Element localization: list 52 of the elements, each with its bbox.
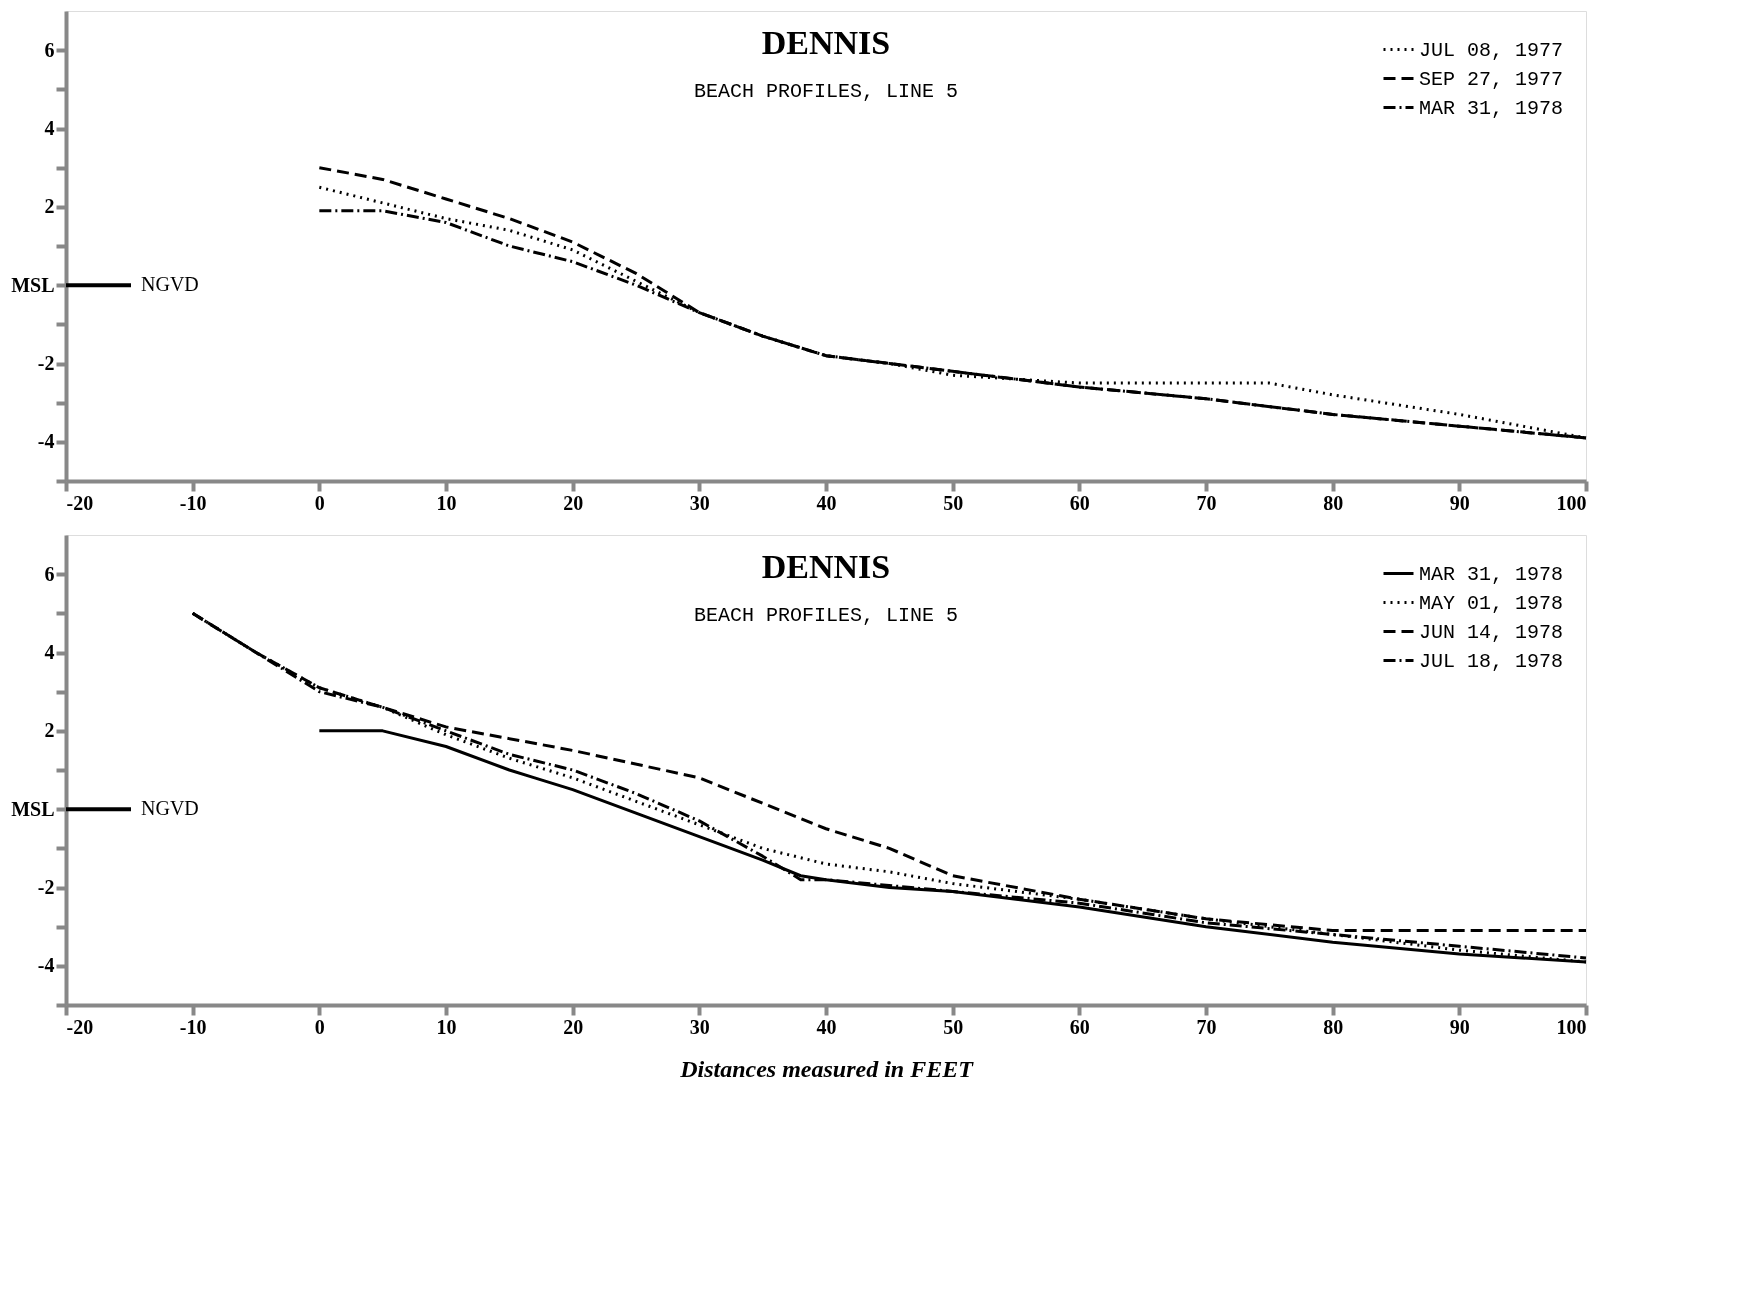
y-tick-label: 4 [44, 117, 55, 139]
chart-title: DENNIS [761, 548, 891, 585]
x-tick-label: 70 [1196, 1015, 1217, 1038]
legend-label: JUL 08, 1977 [1419, 38, 1564, 62]
x-tick-label: 80 [1323, 1015, 1344, 1038]
x-tick-label: 90 [1449, 1015, 1470, 1038]
y-tick-label: -4 [37, 954, 55, 977]
legend-label: JUL 18, 1978 [1419, 649, 1564, 673]
y-tick-label: -4 [37, 430, 55, 453]
chart-title: DENNIS [761, 24, 891, 61]
y-tick-label: 6 [44, 38, 55, 61]
x-tick-label: 60 [1069, 1015, 1090, 1038]
text: BEACH PROFILES, LINE 5 [693, 80, 959, 103]
x-tick-label: 0 [314, 491, 325, 514]
x-tick-label: 90 [1449, 491, 1470, 514]
x-tick-label: 10 [436, 491, 457, 514]
x-axis-title: Distances measured in FEET [679, 1055, 975, 1082]
text: BEACH PROFILES, LINE 5 [693, 604, 959, 627]
y-tick-label: -2 [37, 876, 55, 898]
x-tick-label: 100 [1556, 1015, 1587, 1038]
x-tick-label: 40 [816, 1015, 837, 1038]
x-tick-label: 50 [943, 491, 964, 514]
legend-label: SEP 27, 1977 [1419, 67, 1564, 91]
y-tick-label: 2 [44, 195, 55, 218]
x-tick-label: 10 [436, 1015, 457, 1038]
x-tick-label: 50 [943, 1015, 964, 1038]
ref-line-label: NGVD [141, 797, 199, 820]
y-tick-label: MSL [11, 273, 55, 296]
x-tick-label: 40 [816, 491, 837, 514]
x-tick-label: 100 [1556, 491, 1587, 514]
x-tick-label: 60 [1069, 491, 1090, 514]
legend-label: MAR 31, 1978 [1419, 562, 1564, 586]
y-tick-label: 6 [44, 562, 55, 585]
ref-line-label: NGVD [141, 273, 199, 296]
y-tick-label: 4 [44, 641, 55, 663]
x-tick-label: 20 [563, 1015, 584, 1038]
y-tick-label: -2 [37, 352, 55, 374]
x-tick-label: 30 [689, 491, 710, 514]
x-tick-label: -20 [66, 1015, 94, 1038]
legend-label: MAY 01, 1978 [1419, 591, 1564, 615]
x-tick-label: 30 [689, 1015, 710, 1038]
x-tick-label: -10 [179, 1015, 207, 1038]
y-tick-label: MSL [11, 797, 55, 820]
x-tick-label: 80 [1323, 491, 1344, 514]
x-tick-label: 70 [1196, 491, 1217, 514]
x-tick-label: 20 [563, 491, 584, 514]
legend-label: JUN 14, 1978 [1419, 620, 1564, 644]
x-tick-label: 0 [314, 1015, 325, 1038]
legend-label: MAR 31, 1978 [1419, 96, 1564, 120]
y-tick-label: 2 [44, 719, 55, 742]
x-tick-label: -20 [66, 491, 94, 514]
x-tick-label: -10 [179, 491, 207, 514]
